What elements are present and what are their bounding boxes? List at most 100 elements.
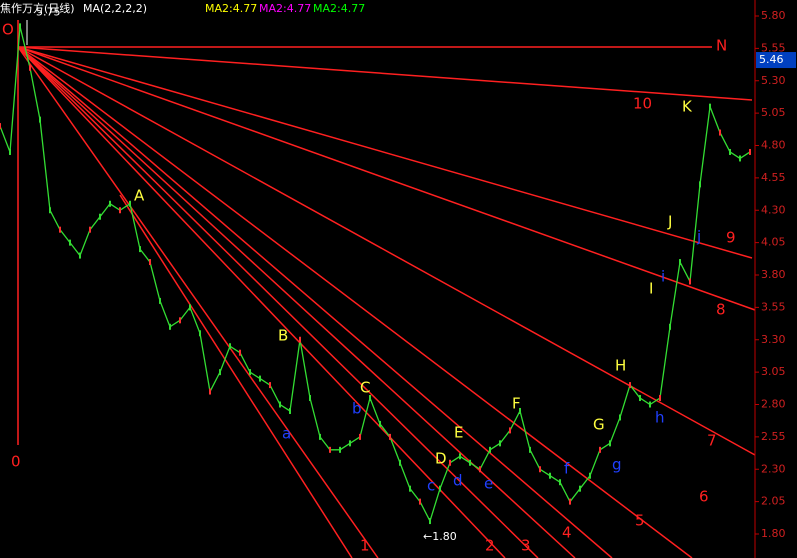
y-tick-label: 4.55 bbox=[761, 171, 786, 184]
fan-line bbox=[17, 46, 506, 558]
price-tick bbox=[179, 317, 181, 324]
wave-label: g bbox=[612, 456, 622, 474]
y-tick-label: 3.30 bbox=[761, 333, 786, 346]
price-tick bbox=[79, 252, 81, 259]
price-tick bbox=[329, 446, 331, 453]
price-tick bbox=[729, 148, 731, 155]
price-tick bbox=[119, 207, 121, 214]
price-tick bbox=[229, 343, 231, 350]
price-tick bbox=[299, 336, 301, 343]
y-tick-label: 3.55 bbox=[761, 300, 786, 313]
label-end: N bbox=[716, 37, 727, 55]
legend-item: MA2:4.77 bbox=[205, 2, 257, 15]
price-tick bbox=[0, 123, 1, 130]
fan-label: 9 bbox=[726, 229, 736, 247]
price-tick bbox=[399, 459, 401, 466]
y-tick-label: 2.30 bbox=[761, 462, 786, 475]
price-tick bbox=[629, 382, 631, 389]
price-tick bbox=[749, 148, 751, 155]
price-tick bbox=[169, 323, 171, 330]
price-tick bbox=[509, 427, 511, 434]
wave-label: G bbox=[593, 416, 605, 434]
price-tick bbox=[489, 446, 491, 453]
price-tick bbox=[449, 459, 451, 466]
price-tick bbox=[319, 433, 321, 440]
wave-label: I bbox=[649, 280, 653, 298]
fan-line bbox=[17, 46, 756, 311]
price-tick bbox=[429, 518, 431, 525]
price-tick bbox=[199, 330, 201, 337]
fan-label: 5 bbox=[635, 512, 645, 530]
fan-line bbox=[17, 46, 753, 101]
y-tick-label: 2.80 bbox=[761, 398, 786, 411]
wave-label: h bbox=[655, 409, 665, 427]
price-tick bbox=[379, 420, 381, 427]
last-price: 5.46 bbox=[759, 53, 784, 66]
price-tick bbox=[369, 395, 371, 402]
label-origin: 0 bbox=[11, 453, 21, 471]
price-tick bbox=[389, 433, 391, 440]
fan-label: 2 bbox=[485, 537, 495, 555]
price-tick bbox=[709, 103, 711, 110]
price-tick bbox=[419, 498, 421, 505]
legend-item: MA2:4.77 bbox=[313, 2, 365, 15]
price-tick bbox=[529, 446, 531, 453]
price-tick bbox=[409, 485, 411, 492]
y-tick-label: 4.05 bbox=[761, 236, 786, 249]
wave-label: K bbox=[682, 98, 693, 116]
wave-label: e bbox=[484, 475, 493, 493]
price-tick bbox=[589, 472, 591, 479]
price-tick bbox=[209, 388, 211, 395]
y-tick-label: 5.80 bbox=[761, 9, 786, 22]
marker-label: ←1.80 bbox=[423, 530, 457, 543]
price-tick bbox=[679, 259, 681, 266]
price-tick bbox=[139, 246, 141, 253]
fan-line bbox=[119, 194, 353, 558]
wave-label: E bbox=[454, 424, 463, 442]
price-tick bbox=[9, 148, 11, 155]
price-tick bbox=[689, 278, 691, 285]
y-tick-label: 4.30 bbox=[761, 203, 786, 216]
fan-label: 8 bbox=[716, 301, 726, 319]
fan-label: 1 bbox=[360, 537, 370, 555]
price-tick bbox=[259, 375, 261, 382]
indicator: MA(2,2,2,2) bbox=[83, 2, 147, 15]
wave-label: F bbox=[512, 395, 521, 413]
price-tick bbox=[99, 213, 101, 220]
price-tick bbox=[609, 440, 611, 447]
price-tick bbox=[279, 401, 281, 408]
wave-label: a bbox=[282, 425, 291, 443]
price-tick bbox=[699, 181, 701, 188]
price-tick bbox=[269, 382, 271, 389]
price-tick bbox=[479, 466, 481, 473]
price-tick bbox=[109, 200, 111, 207]
fan-line bbox=[17, 46, 576, 558]
price-tick bbox=[19, 23, 21, 30]
fan-label: 6 bbox=[699, 488, 709, 506]
price-tick bbox=[349, 440, 351, 447]
price-tick bbox=[189, 304, 191, 311]
y-tick-label: 4.80 bbox=[761, 139, 786, 152]
price-tick bbox=[539, 466, 541, 473]
wave-label: A bbox=[134, 187, 145, 205]
y-tick-label: 5.05 bbox=[761, 106, 786, 119]
y-tick-label: 3.80 bbox=[761, 268, 786, 281]
price-tick bbox=[219, 369, 221, 376]
chart-title: 焦作万方(日线) bbox=[0, 1, 75, 15]
price-tick bbox=[89, 226, 91, 233]
price-tick bbox=[39, 116, 41, 123]
wave-label: b bbox=[352, 400, 362, 418]
price-tick bbox=[359, 433, 361, 440]
y-tick-label: 3.05 bbox=[761, 365, 786, 378]
price-tick bbox=[29, 64, 31, 71]
price-tick bbox=[549, 472, 551, 479]
fan-label: 3 bbox=[521, 537, 531, 555]
price-tick bbox=[69, 239, 71, 246]
price-tick bbox=[249, 369, 251, 376]
price-tick bbox=[49, 207, 51, 214]
last-price-box bbox=[756, 52, 796, 69]
price-tick bbox=[639, 395, 641, 402]
y-tick-label: 1.80 bbox=[761, 527, 786, 540]
y-tick-label: 5.30 bbox=[761, 74, 786, 87]
